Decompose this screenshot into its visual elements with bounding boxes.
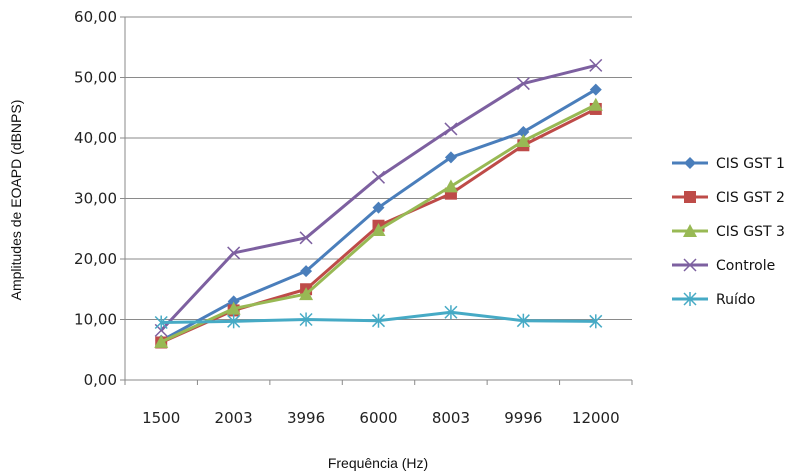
- data-point: [589, 83, 602, 96]
- legend-marker: [684, 191, 696, 203]
- data-point: [227, 246, 241, 260]
- series-cis-gst-1: [155, 83, 602, 347]
- axes: [120, 16, 633, 385]
- marker-stroke: [299, 231, 313, 245]
- data-point: [299, 312, 313, 327]
- legend-marker: [683, 224, 697, 237]
- data-point: [226, 301, 241, 315]
- y-tick-label: 60,00: [74, 8, 117, 26]
- series-cis-gst-3: [154, 97, 603, 348]
- legend-marker: [684, 157, 696, 169]
- data-point: [444, 122, 458, 136]
- data-point: [227, 295, 240, 308]
- legend-label: CIS GST 1: [716, 156, 785, 172]
- y-tick-labels: 0,00 10,00 20,00 30,00 40,00 50,00 60,00: [74, 8, 117, 389]
- x-tick-label: 3996: [287, 409, 325, 427]
- data-point: [372, 201, 385, 214]
- data-point: [516, 77, 530, 91]
- legend-item: CIS GST 3: [672, 224, 785, 240]
- marker-stroke: [683, 258, 697, 272]
- legend: CIS GST 1 CIS GST 2 CIS GST 3 Controle Ruído: [672, 156, 785, 308]
- legend-label: Ruído: [716, 292, 755, 308]
- data-point: [154, 334, 169, 348]
- marker-stroke: [227, 246, 241, 260]
- data-point: [300, 265, 313, 278]
- legend-item: CIS GST 2: [672, 190, 785, 206]
- marker-stroke: [371, 170, 386, 184]
- data-point: [444, 305, 458, 320]
- x-tick-labels: 1500 2003 3996 6000 8003 9996 12000: [142, 409, 620, 427]
- marker-stroke: [444, 122, 458, 136]
- x-axis-title: Frequência (Hz): [328, 455, 428, 471]
- data-point: [589, 58, 603, 72]
- x-tick-label: 9996: [504, 409, 542, 427]
- legend-item: Controle: [672, 258, 775, 274]
- grid-lines: [125, 16, 632, 320]
- data-point: [371, 170, 386, 184]
- legend-item: CIS GST 1: [672, 156, 785, 172]
- x-tick-label: 6000: [359, 409, 397, 427]
- data-point: [299, 287, 314, 301]
- y-tick-label: 0,00: [84, 371, 117, 389]
- data-point: [371, 222, 386, 236]
- legend-label: CIS GST 2: [716, 190, 785, 206]
- data-point: [227, 314, 241, 329]
- x-tick-label: 12000: [572, 409, 620, 427]
- legend-marker: [683, 258, 697, 272]
- legend-item: Ruído: [672, 292, 755, 308]
- data-point: [516, 313, 530, 328]
- data-point: [517, 125, 530, 138]
- series-ru-do: [154, 305, 603, 330]
- y-tick-label: 10,00: [74, 311, 117, 329]
- marker-stroke: [516, 77, 530, 91]
- data-point: [299, 231, 313, 245]
- data-point: [154, 315, 168, 330]
- series-group: [154, 58, 603, 349]
- series-line: [160, 88, 597, 342]
- data-point: [588, 97, 603, 111]
- data-point: [444, 151, 457, 164]
- series-controle: [154, 58, 603, 337]
- data-point: [589, 314, 603, 329]
- x-tick-label: 1500: [142, 409, 180, 427]
- data-point: [371, 313, 386, 328]
- marker-stroke: [589, 58, 603, 72]
- legend-label: CIS GST 3: [716, 224, 785, 240]
- y-tick-label: 40,00: [74, 129, 117, 147]
- legend-marker: [683, 292, 697, 306]
- y-tick-label: 50,00: [74, 69, 117, 87]
- legend-label: Controle: [716, 258, 775, 274]
- x-tick-label: 8003: [432, 409, 470, 427]
- y-tick-label: 20,00: [74, 250, 117, 268]
- data-point: [443, 179, 458, 193]
- y-axis-title: Amplitudes de EOAPD (dBNPS): [8, 100, 24, 301]
- y-tick-label: 30,00: [74, 190, 117, 208]
- data-point: [516, 134, 531, 148]
- series-line: [160, 63, 597, 332]
- x-tick-label: 2003: [215, 409, 253, 427]
